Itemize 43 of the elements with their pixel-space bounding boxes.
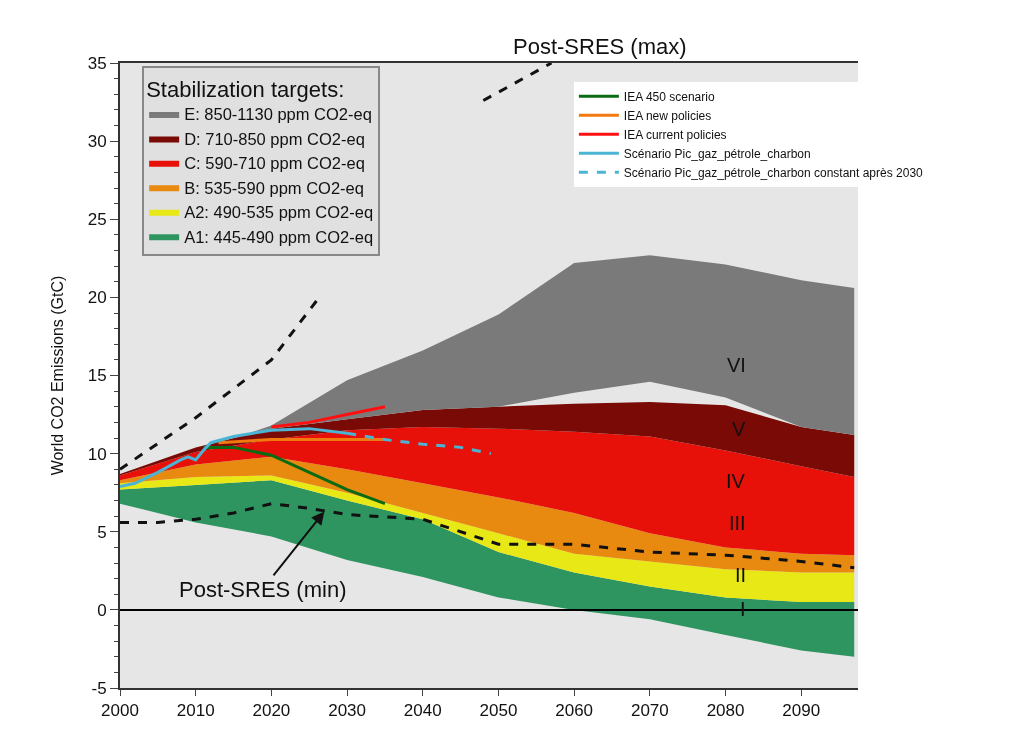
annotation: IV bbox=[726, 470, 746, 492]
y-tick-label: 35 bbox=[87, 53, 107, 73]
line-series bbox=[269, 405, 387, 429]
text: Post-SRES (max) bbox=[513, 34, 687, 59]
line-series bbox=[201, 445, 387, 506]
x-tick-label: 2060 bbox=[555, 701, 594, 721]
y-tick-label: 15 bbox=[87, 366, 107, 386]
annotation: VI bbox=[727, 354, 746, 376]
y-tick-label: 30 bbox=[87, 132, 107, 152]
line-series bbox=[120, 502, 856, 570]
x-tick-label: 2080 bbox=[706, 701, 745, 721]
x-tick-label: 2070 bbox=[630, 701, 669, 721]
x-tick-label: 2000 bbox=[101, 701, 139, 721]
annotation: II bbox=[735, 564, 747, 586]
legend-label: A1: 445-490 ppm CO2-eq bbox=[184, 227, 374, 246]
x-tick-label: 2030 bbox=[328, 701, 366, 721]
legend-label: C: 590-710 ppm CO2-eq bbox=[184, 154, 365, 173]
x-tick-label: 2010 bbox=[176, 701, 215, 721]
y-tick-label: 25 bbox=[87, 210, 107, 230]
legend-label: Scénario Pic_gaz_pétrole_charbon constant après 2030 bbox=[623, 165, 924, 180]
annotation: Post-SRES (min) bbox=[179, 577, 347, 602]
x-tick-label: 2050 bbox=[479, 701, 518, 721]
legend-label: D: 710-850 ppm CO2-eq bbox=[184, 129, 365, 148]
annotation: V bbox=[732, 418, 746, 440]
legend-label: B: 535-590 ppm CO2-eq bbox=[184, 178, 364, 197]
y-tick-label: -5 bbox=[91, 678, 107, 698]
y-tick-label: 0 bbox=[97, 600, 107, 620]
legend-label: A2: 490-535 ppm CO2-eq bbox=[184, 203, 374, 222]
legend-label: Scénario Pic_gaz_pétrole_charbon bbox=[623, 146, 811, 161]
legend-label: E: 850-1130 ppm CO2-eq bbox=[184, 105, 372, 124]
legend-label: IEA 450 scenario bbox=[623, 89, 715, 104]
y-tick-label: 5 bbox=[97, 522, 107, 542]
legend-title: Stabilization targets: bbox=[146, 76, 345, 102]
y-tick-label: 10 bbox=[87, 444, 107, 464]
x-tick-label: 2040 bbox=[403, 701, 442, 721]
x-tick-label: 2020 bbox=[252, 701, 291, 721]
annotation: III bbox=[729, 512, 746, 534]
legend-label: IEA new policies bbox=[623, 108, 712, 123]
y-axis-title: World CO2 Emissions (GtC) bbox=[49, 275, 67, 476]
annotation: I bbox=[740, 598, 746, 620]
legend-label: IEA current policies bbox=[623, 127, 727, 142]
x-tick-label: 2090 bbox=[782, 701, 821, 721]
y-tick-label: 20 bbox=[87, 288, 107, 308]
